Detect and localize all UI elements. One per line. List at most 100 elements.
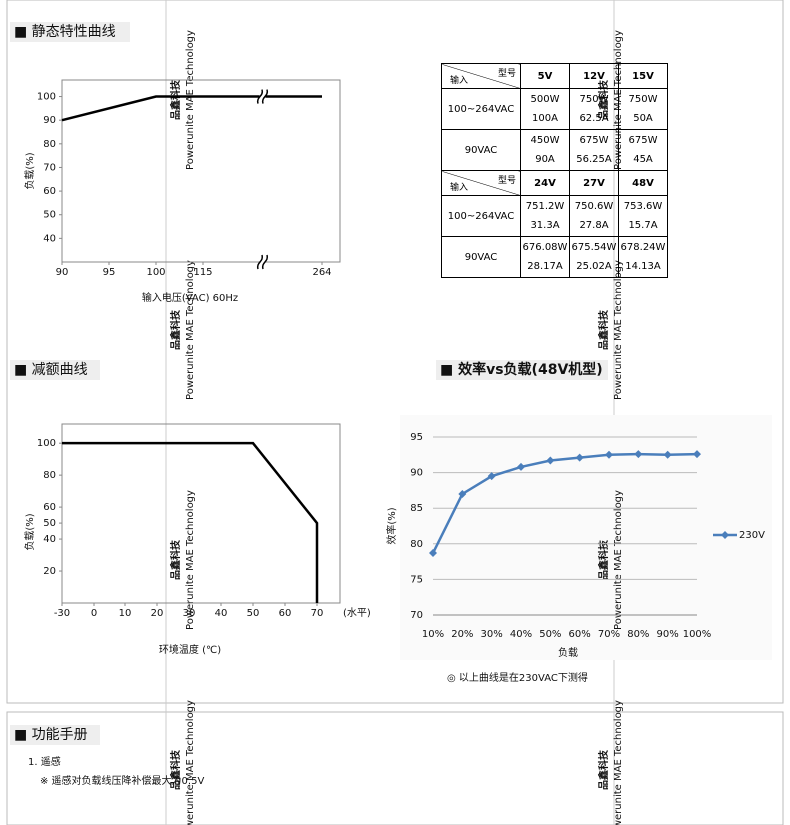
break-mark [261, 254, 269, 270]
cell-line: 50A [633, 113, 653, 124]
cell-line: 675.54W [571, 242, 617, 253]
x-tick-label: 60 [279, 608, 292, 619]
table-row: 90VAC 676.08W 28.17A 675.54W 25.02A 678.24W 14… [441, 236, 668, 278]
x-axis-label: 负载 [558, 646, 578, 659]
legend-label: 230V [739, 530, 765, 541]
heading: ■ 静态特性曲线 [14, 24, 116, 40]
watermark: 品鑫科技 [597, 539, 610, 580]
cell-line: 500W [530, 94, 560, 105]
table-cell: 型号输入 [441, 170, 521, 196]
section-frame [6, 0, 784, 704]
x-tick-label: 90 [56, 267, 69, 278]
watermark: Powerunite MAE Technology [613, 490, 624, 630]
cell-line: 750W [579, 94, 609, 105]
cell-line: 14.13A [625, 261, 661, 272]
cell-line: 62.5A [579, 113, 609, 124]
cell-line: 15.7A [628, 220, 658, 231]
watermark: Powerunite MAE Technology [185, 490, 196, 630]
watermark: 品鑫科技 [597, 749, 610, 790]
x-tick-label: 80% [627, 629, 649, 640]
table-cell: 751.2W 31.3A [520, 195, 570, 237]
cell-line: 750.6W [574, 201, 614, 212]
heading-bg [10, 360, 100, 380]
x-tick-label: 30 [183, 608, 196, 619]
x-tick-label: 50 [247, 608, 260, 619]
chart-bg [400, 415, 772, 660]
break-mark [256, 254, 264, 270]
watermark: Powerunite MAE Technology [613, 700, 624, 825]
data-point [517, 462, 525, 471]
cell-line: 750W [628, 94, 658, 105]
y-tick-label: 40 [43, 534, 56, 545]
x-tick-label: 95 [103, 267, 116, 278]
plot-frame [61, 423, 341, 604]
data-point [429, 549, 437, 558]
heading-bg [10, 725, 100, 745]
table-row: 100~264VAC 500W 100A 750W 62.5A 750W 50A [441, 88, 668, 130]
table-row: 90VAC 450W 90A 675W 56.25A 675W 45A [441, 129, 668, 171]
x-tick-label: 10 [119, 608, 132, 619]
table-cell: 型号 输入 [441, 63, 521, 89]
data-line [61, 95, 322, 122]
y-tick-label: 95 [410, 432, 423, 443]
break-gap [259, 89, 266, 104]
table-cell: 675W 45A [618, 129, 668, 171]
cell-line: 753.6W [623, 201, 663, 212]
cell-line: 56.25A [576, 154, 612, 165]
table-cell: 676.08W 28.17A [520, 236, 570, 278]
cell-line: 25.02A [576, 261, 612, 272]
x-tick-label: 70% [598, 629, 620, 640]
table-cell: 750W 62.5A [569, 88, 619, 130]
cell-line: 450W [530, 135, 560, 146]
y-tick-label: 90 [43, 115, 56, 126]
table-cell: 675W 56.25A [569, 129, 619, 171]
data-line [62, 441, 319, 603]
watermark: 品鑫科技 [169, 539, 182, 580]
table-cell: 753.6W 15.7A [618, 195, 668, 237]
table-cell: 90VAC [441, 236, 521, 278]
x-tick-label: 50% [539, 629, 561, 640]
x-tick-label: 40 [215, 608, 228, 619]
y-tick-label: 60 [43, 502, 56, 513]
watermark: 品鑫科技 [169, 309, 182, 350]
x-tick-label: 60% [569, 629, 591, 640]
y-tick-label: 80 [43, 139, 56, 150]
watermark: 品鑫科技 [597, 309, 610, 350]
note: ◎ 以上曲线是在230VAC下测得 [447, 671, 588, 684]
heading: ■ 效率vs负载(48V机型) [440, 361, 603, 378]
x-tick-label: 115 [193, 267, 212, 278]
heading: ■ 减额曲线 [14, 362, 88, 378]
table-cell: 678.24W 14.13A [618, 236, 668, 278]
data-point [693, 450, 701, 459]
y-tick-label: 60 [43, 186, 56, 197]
cell-line: 675W [579, 135, 609, 146]
x-tick-label: 20 [151, 608, 164, 619]
section-frame [6, 711, 784, 825]
data-point [575, 453, 584, 462]
corner-label: 输入 [450, 183, 469, 193]
y-tick-label: 70 [410, 610, 423, 621]
table-row: 型号 输入 24V 27V 48V [441, 170, 668, 196]
table-cell: 100~264VAC [441, 88, 521, 130]
x-axis-label: 环境温度 (℃) [159, 643, 221, 656]
heading-bg [436, 360, 608, 380]
table-row: 100~264VAC 751.2W 31.3A 750.6W 27.8A 753.6W 15… [441, 195, 668, 237]
manual-detail: ※ 遥感对负载线压降补偿最大为0.5V [40, 774, 204, 787]
table-row: 型号 输入 5V 12V 15V [441, 63, 668, 89]
x-tick-label: 20% [451, 629, 473, 640]
corner-label: 型号 [497, 176, 516, 186]
table-cell: 500W 100A [520, 88, 570, 130]
x-axis-label: 输入电压(VAC) 60Hz [142, 291, 238, 304]
table-cell: 24V [520, 170, 570, 196]
x-tick-label: 0 [91, 608, 97, 619]
cell-line: 676.08W [522, 242, 568, 253]
data-point [487, 472, 496, 481]
data-point [605, 450, 613, 459]
x-unit: (水平) [343, 607, 371, 619]
y-tick-label: 90 [410, 468, 423, 479]
table-cell: 675.54W 25.02A [569, 236, 619, 278]
y-tick-label: 40 [43, 233, 56, 244]
x-tick-label: 10% [422, 629, 444, 640]
corner-label: 输入 [450, 76, 469, 86]
table-cell: 12V [569, 63, 619, 89]
